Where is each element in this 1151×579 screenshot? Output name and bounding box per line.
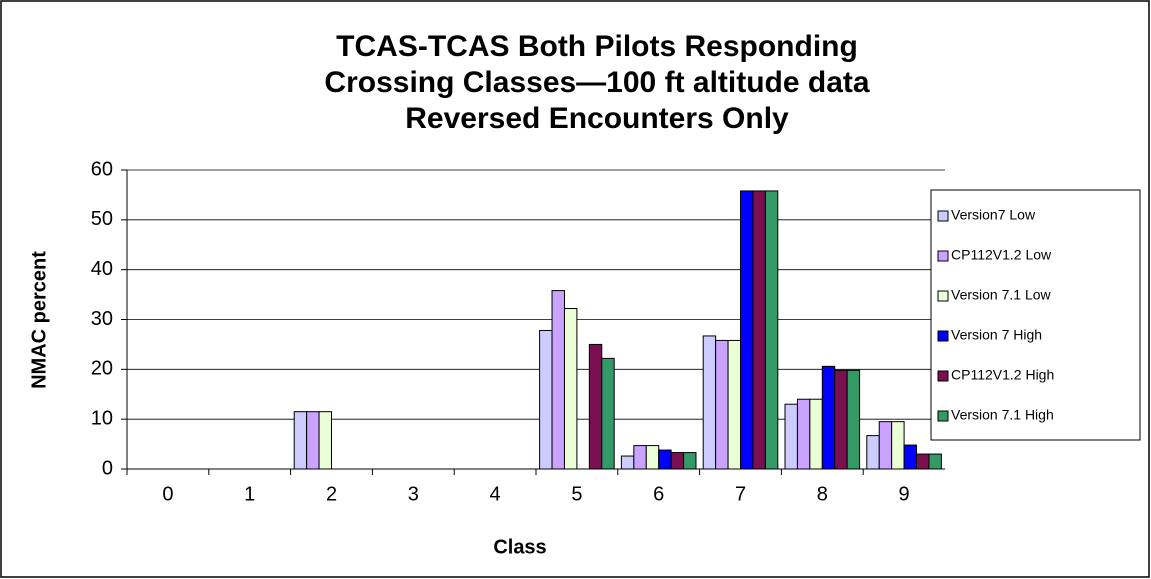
legend-label: Version 7.1 High bbox=[951, 407, 1054, 423]
bar bbox=[928, 453, 942, 470]
bar bbox=[645, 445, 660, 470]
legend-label: Version 7 High bbox=[951, 327, 1042, 343]
y-tick-label: 60 bbox=[91, 158, 113, 180]
bar bbox=[784, 403, 798, 470]
x-tick-label: 3 bbox=[408, 483, 419, 505]
legend-swatch bbox=[937, 250, 949, 262]
bar bbox=[702, 335, 717, 470]
bar bbox=[866, 435, 880, 470]
legend-swatch bbox=[937, 410, 949, 422]
bar bbox=[633, 445, 647, 470]
legend-box bbox=[930, 189, 1141, 441]
x-tick-label: 1 bbox=[244, 483, 255, 505]
bar bbox=[620, 455, 635, 470]
chart-title: Reversed Encounters Only bbox=[405, 102, 789, 135]
bar bbox=[683, 452, 697, 470]
bar bbox=[891, 421, 905, 470]
bar bbox=[740, 190, 754, 470]
bar bbox=[796, 398, 811, 470]
x-tick-label: 5 bbox=[571, 483, 582, 505]
bar bbox=[658, 449, 672, 470]
bar bbox=[588, 343, 603, 470]
bar bbox=[727, 339, 742, 470]
y-axis-title: NMAC percent bbox=[28, 251, 50, 389]
legend-label: CP112V1.2 Low bbox=[951, 247, 1052, 263]
chart-title: TCAS-TCAS Both Pilots Responding bbox=[336, 30, 858, 63]
y-tick-label: 0 bbox=[102, 457, 113, 479]
bar bbox=[318, 411, 333, 470]
bar bbox=[846, 369, 861, 470]
legend-swatch bbox=[937, 210, 949, 222]
bar bbox=[293, 411, 308, 470]
legend-swatch bbox=[937, 330, 949, 342]
x-tick-label: 0 bbox=[162, 483, 173, 505]
bar bbox=[670, 452, 685, 470]
legend-swatch bbox=[937, 290, 949, 302]
y-tick-label: 40 bbox=[91, 258, 113, 280]
x-tick-label: 2 bbox=[326, 483, 337, 505]
bar bbox=[601, 357, 615, 470]
x-tick-label: 6 bbox=[653, 483, 664, 505]
chart-title: Crossing Classes—100 ft altitude data bbox=[324, 66, 869, 99]
legend-swatch bbox=[937, 370, 949, 382]
bar bbox=[809, 398, 823, 470]
bar bbox=[903, 444, 918, 470]
x-tick-label: 7 bbox=[735, 483, 746, 505]
bar bbox=[916, 453, 930, 470]
legend-label: Version 7.1 Low bbox=[951, 287, 1052, 303]
x-tick-label: 8 bbox=[817, 483, 828, 505]
bar bbox=[563, 308, 578, 470]
x-axis-title: Class bbox=[493, 536, 546, 558]
bar bbox=[551, 290, 565, 470]
y-tick-label: 20 bbox=[91, 358, 113, 380]
bar bbox=[878, 421, 893, 470]
legend-label: CP112V1.2 High bbox=[951, 367, 1054, 383]
y-tick-label: 50 bbox=[91, 208, 113, 230]
bar bbox=[764, 190, 779, 470]
y-tick-label: 30 bbox=[91, 308, 113, 330]
bar bbox=[752, 190, 766, 470]
legend-label: Version7 Low bbox=[951, 207, 1036, 223]
bar bbox=[539, 329, 553, 470]
x-tick-label: 9 bbox=[899, 483, 910, 505]
bar bbox=[821, 365, 836, 470]
y-tick-label: 10 bbox=[91, 407, 113, 429]
bar bbox=[715, 339, 729, 470]
bar bbox=[834, 369, 848, 470]
bar bbox=[306, 411, 320, 470]
x-tick-label: 4 bbox=[490, 483, 501, 505]
